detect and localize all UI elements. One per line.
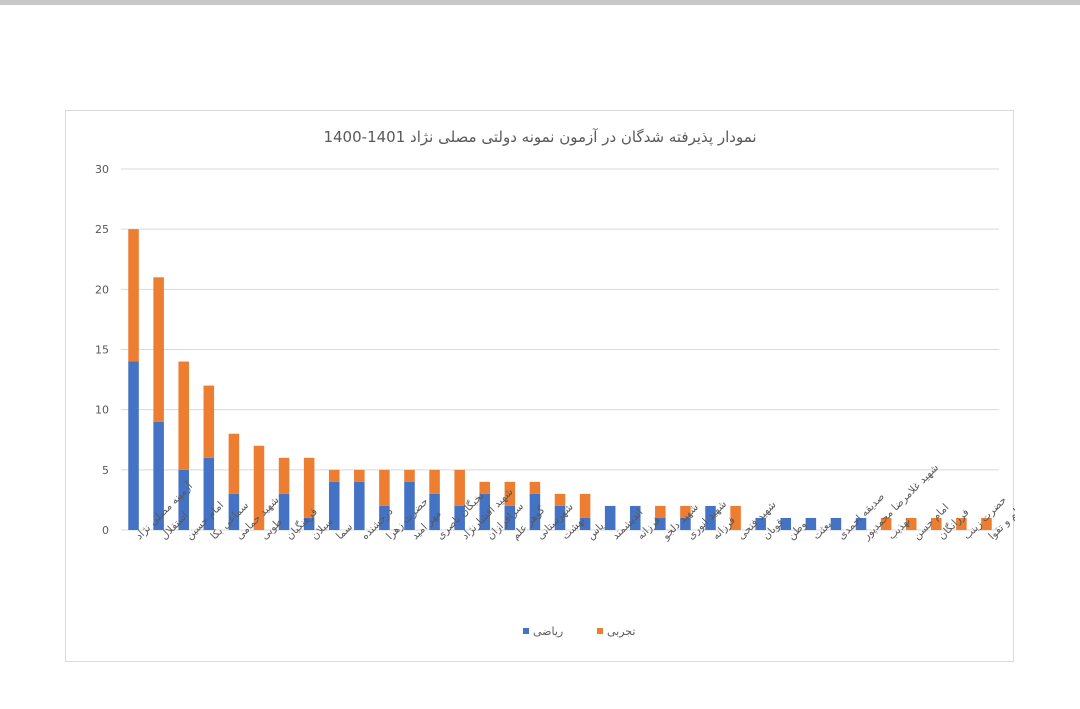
bar-segment [404,481,415,530]
y-tick-label: 30 [95,163,109,176]
bar-segment [253,445,265,530]
bar-segment [554,505,566,530]
bar-segment [404,469,415,482]
bar-segment [981,517,992,530]
gridlines [121,168,999,531]
legend-swatch [523,628,529,634]
bar-segment [529,481,541,494]
bar-segment [655,517,666,530]
bar-segment [805,517,817,530]
legend-label: ریاضی [533,625,563,638]
y-tick-label: 5 [102,464,109,477]
bar-segment [880,517,892,530]
bar-segment [278,457,290,494]
legend-swatch [597,628,603,634]
bar-segment [178,469,189,530]
top-strip [0,0,1080,5]
bar-segment [303,517,315,530]
bar-segment [379,469,390,506]
bar-segment [203,385,215,458]
bar-segment [178,361,189,470]
y-axis: 0 5 10 15 20 25 30 [95,163,109,537]
y-tick-label: 10 [95,404,109,417]
bar-segment [128,361,139,530]
bar-segment [655,505,666,518]
bar-segment [529,493,541,530]
bar-segment [479,481,491,494]
bar-segment [755,517,766,530]
bar-segment [479,493,491,530]
bar-segment [504,481,516,506]
bar-segment [579,493,591,518]
y-tick-label: 0 [102,524,109,537]
bar-segment [680,517,691,530]
bar-segment [354,481,365,530]
bar-segment [228,433,240,494]
bar-segment [228,493,240,530]
bar-segment [278,493,290,530]
bar-segment [454,469,465,506]
bar-segment [956,517,967,530]
bar-segment [153,277,164,422]
bar-segment [905,517,917,530]
bar-segment [680,505,691,518]
bar-segment [128,229,139,362]
chart-area: نمودار پذیرفته شدگان در آزمون نمونه دولت… [65,110,1015,662]
bar-segment [153,421,164,530]
bar-segment [855,517,867,530]
bar-segment [629,505,641,530]
bar-segment [379,505,390,530]
bar-segment [328,481,340,530]
bar-segment [429,493,440,530]
y-tick-label: 15 [95,344,109,357]
bar-segment [780,517,792,530]
bar-segment [504,505,516,530]
y-tick-label: 20 [95,283,109,296]
bar-segment [328,469,340,482]
legend-label: تجربی [607,625,635,638]
bar-segment [429,469,440,494]
bar-segment [705,505,716,530]
bar-segment [730,505,741,530]
chart-title: نمودار پذیرفته شدگان در آزمون نمونه دولت… [323,128,756,147]
bar-segment [354,469,365,482]
bar-segment [931,517,942,530]
stacked-bar-chart: نمودار پذیرفته شدگان در آزمون نمونه دولت… [95,128,1015,638]
bar-segment [554,493,566,506]
y-tick-label: 25 [95,223,109,236]
bar-segment [604,505,616,530]
bar-segment [203,457,215,530]
bar-segment [579,517,591,530]
bars [128,229,992,530]
bar-segment [830,517,842,530]
bar-segment [454,505,465,530]
legend: ریاضی تجربی [523,625,635,638]
bar-segment [303,457,315,518]
